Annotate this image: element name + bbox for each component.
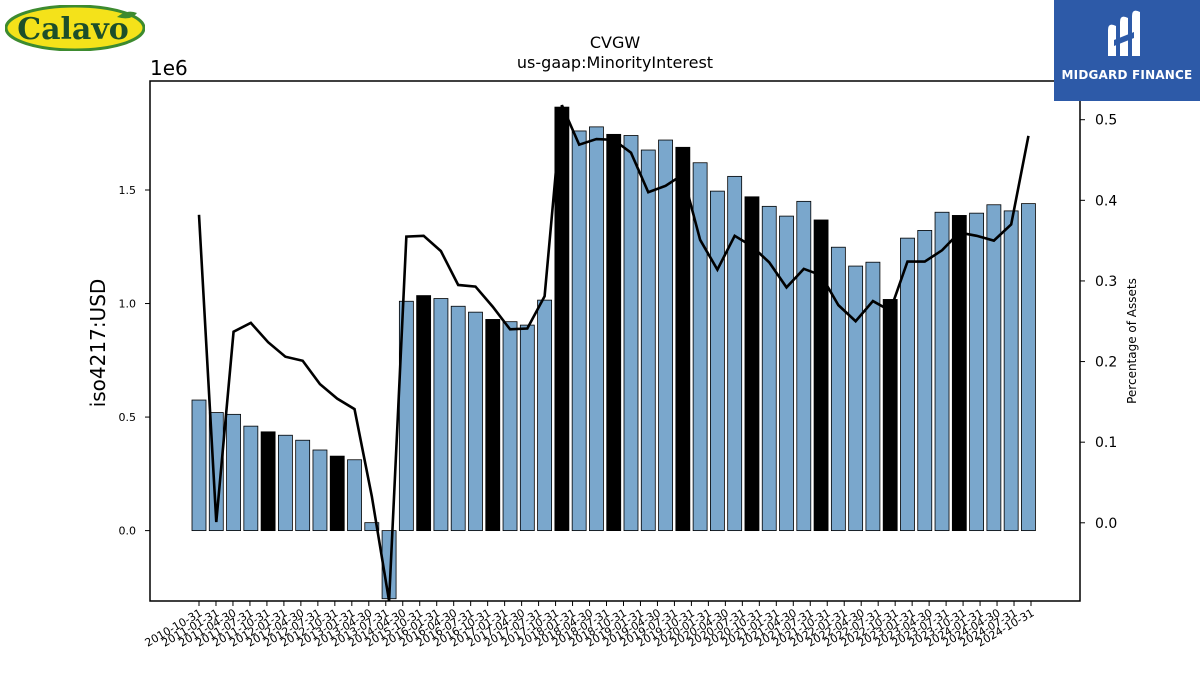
y-tick-label: 0.5 bbox=[119, 411, 137, 424]
y2-axis-label: Percentage of Assets bbox=[1125, 278, 1139, 404]
bar-2018-04-30 bbox=[571, 130, 587, 532]
bar-2021-07-31 bbox=[796, 200, 812, 532]
bar-2022-01-31 bbox=[830, 246, 846, 532]
bar-2018-07-31 bbox=[589, 126, 604, 532]
bar-2012-01-31 bbox=[277, 434, 293, 532]
y2-tick-label: 0.4 bbox=[1095, 193, 1117, 209]
bar-2024-04-30 bbox=[986, 204, 1002, 532]
calavo-logo: Calavo bbox=[4, 4, 146, 52]
bar-2022-07-31 bbox=[865, 261, 881, 532]
bar-2023-10-31 bbox=[951, 215, 967, 532]
leaf-icon bbox=[117, 11, 137, 19]
bar-2016-01-31 bbox=[416, 295, 432, 532]
y2-tick-label: 0.0 bbox=[1095, 516, 1117, 532]
bar-2012-07-31 bbox=[312, 449, 328, 532]
bar-2023-01-31 bbox=[900, 237, 915, 532]
x-axis-ticks: 2010-10-312011-01-312011-04-302011-07-31… bbox=[143, 601, 1037, 650]
y-axis-offset-label: 1e6 bbox=[150, 56, 188, 80]
bar-2016-10-31 bbox=[468, 311, 483, 532]
bar-2018-10-31 bbox=[606, 133, 622, 531]
bar-2016-04-30 bbox=[433, 298, 449, 532]
chart-title: CVGW bbox=[590, 33, 641, 52]
bar-2016-07-31 bbox=[450, 305, 466, 532]
y-tick-label: 1.5 bbox=[119, 184, 137, 197]
midgard-finance-logo: MIDGARD FINANCE bbox=[1054, 0, 1200, 101]
bar-2011-10-31 bbox=[260, 431, 276, 532]
y-axis-label: iso4217:USD bbox=[86, 279, 110, 408]
bar-2024-07-31 bbox=[1003, 210, 1019, 532]
bar-2013-01-31 bbox=[347, 459, 362, 532]
bar-2023-04-30 bbox=[917, 230, 933, 532]
bar-series bbox=[191, 106, 1036, 600]
bar-2021-10-31 bbox=[813, 219, 829, 532]
bar-2019-01-31 bbox=[623, 135, 639, 532]
bar-2017-07-31 bbox=[519, 324, 535, 532]
y2-axis-ticks: 0.0 0.1 0.2 0.3 0.4 0.5 bbox=[1080, 113, 1117, 532]
plot-frame bbox=[149, 80, 1081, 602]
bar-2013-04-30 bbox=[364, 522, 380, 532]
y2-tick-label: 0.3 bbox=[1095, 274, 1117, 290]
bar-2020-10-31 bbox=[744, 196, 760, 532]
bar-2024-01-31 bbox=[969, 212, 984, 532]
bar-2012-10-31 bbox=[329, 455, 345, 532]
bar-2019-10-31 bbox=[675, 146, 691, 532]
bar-2022-10-31 bbox=[882, 299, 898, 532]
bar-2019-04-30 bbox=[640, 149, 656, 532]
percentage-line-series bbox=[197, 104, 1030, 602]
y2-tick-label: 0.1 bbox=[1095, 435, 1117, 451]
bar-2024-10-31 bbox=[1021, 203, 1036, 532]
chart-subtitle: us-gaap:MinorityInterest bbox=[517, 53, 713, 72]
bar-2019-07-31 bbox=[658, 139, 673, 532]
bar-2020-04-30 bbox=[710, 190, 725, 532]
y2-tick-label: 0.2 bbox=[1095, 355, 1117, 371]
bar-2015-10-31 bbox=[398, 300, 414, 532]
midgard-finance-text: MIDGARD FINANCE bbox=[1061, 68, 1193, 82]
bar-2021-04-30 bbox=[779, 215, 794, 532]
y2-tick-label: 0.5 bbox=[1095, 113, 1117, 129]
bar-2011-04-30 bbox=[226, 413, 241, 531]
calavo-logo-text: Calavo bbox=[17, 12, 129, 47]
bar-2010-10-31 bbox=[191, 399, 207, 532]
y-tick-label: 1.0 bbox=[119, 298, 137, 311]
bar-2020-01-31 bbox=[692, 162, 708, 532]
bar-2012-04-30 bbox=[295, 439, 311, 532]
bar-2017-01-31 bbox=[485, 319, 501, 532]
bar-2023-07-31 bbox=[934, 211, 950, 532]
y-tick-label: 0.0 bbox=[119, 525, 137, 538]
bar-2021-01-31 bbox=[761, 205, 777, 532]
calavo-logo-icon: Calavo bbox=[4, 4, 146, 52]
y-axis-ticks: 0.0 0.5 1.0 1.5 bbox=[119, 184, 150, 538]
bar-2022-04-30 bbox=[848, 265, 864, 532]
bar-2020-07-31 bbox=[727, 175, 743, 532]
bar-2017-10-31 bbox=[537, 299, 552, 532]
midgard-m-icon bbox=[1108, 10, 1140, 57]
bar-2017-04-30 bbox=[502, 321, 518, 532]
bar-2011-07-31 bbox=[243, 425, 259, 531]
